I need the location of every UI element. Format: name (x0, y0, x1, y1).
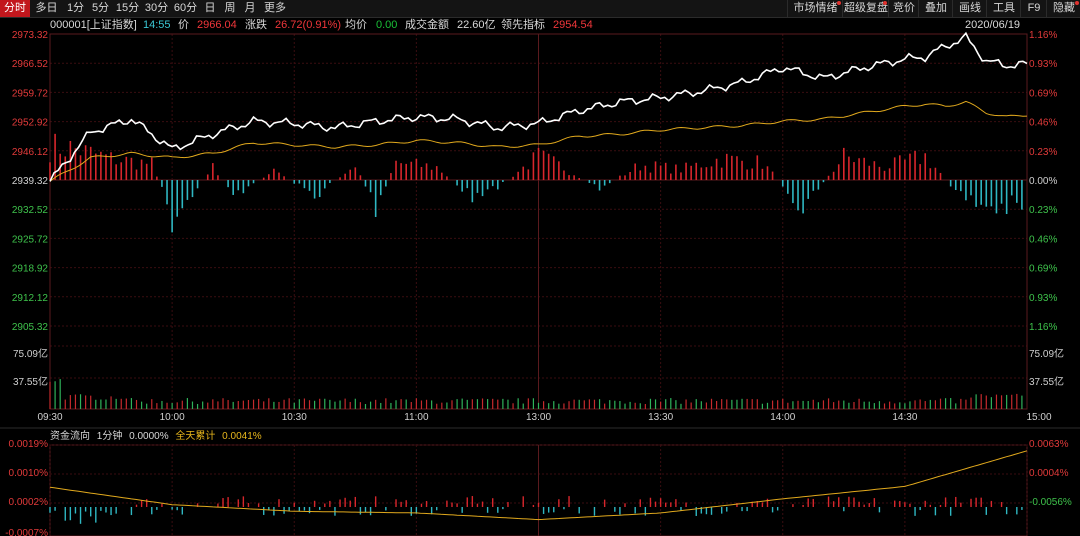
price-tick-down: 2918.92 (12, 264, 49, 275)
quote-time: 14:55 (143, 19, 171, 31)
quote-info-bar: 000001[上证指数] 14:55 价 2966.04 涨跌 26.72(0.… (0, 18, 1080, 33)
fund-flow-bar: 资金流向 1分钟 0.0000% 全天累计 0.0041% (50, 430, 266, 444)
tab-5[interactable]: 30分 (144, 2, 169, 14)
tab-3[interactable]: 5分 (91, 2, 110, 14)
tab-2[interactable]: 1分 (66, 2, 85, 14)
volume-tick: 37.55亿 (1029, 375, 1064, 388)
time-tick: 13:30 (648, 412, 673, 423)
price-tick-up: 2952.92 (12, 118, 49, 129)
tab-1[interactable]: 多日 (35, 2, 58, 14)
toolbar-button-4[interactable]: 画线 (952, 0, 987, 17)
price-tick-down: 2905.32 (12, 322, 49, 333)
tab-6[interactable]: 60分 (173, 2, 198, 14)
flow-tick-left: 0.0019% (9, 439, 49, 450)
price-value: 2966.04 (197, 19, 237, 31)
price-tick-center: 2939.32 (12, 176, 49, 187)
toolbar-button-0[interactable]: 市场情绪 (787, 0, 843, 17)
avg-label: 均价 (345, 19, 367, 31)
price-tick-up: 2966.52 (12, 59, 49, 70)
price-tick-down: 2925.72 (12, 234, 49, 245)
lead-value: 2954.54 (553, 19, 593, 31)
amount-value: 22.60亿 (457, 19, 496, 31)
tab-7[interactable]: 日 (204, 2, 216, 14)
time-tick: 10:30 (282, 412, 307, 423)
flow-tick-left: 0.0002% (9, 497, 49, 508)
pct-tick-down: 1.16% (1029, 322, 1057, 333)
volume-tick: 37.55亿 (13, 375, 48, 388)
flow-minute-value: 0.0000% (129, 431, 169, 442)
average-price-line (49, 100, 1028, 182)
tab-10[interactable]: 更多 (264, 2, 286, 14)
price-tick-up: 2946.12 (12, 147, 49, 158)
price-tick-down: 2912.12 (12, 293, 49, 304)
pct-tick-down: 0.93% (1029, 293, 1057, 304)
pct-tick-down: 0.69% (1029, 264, 1057, 275)
toolbar-button-3[interactable]: 叠加 (918, 0, 953, 17)
flow-cumulative-line (49, 450, 1028, 521)
period-toolbar: 分时 多日 1分 5分 15分 30分 60分日周月更多 市场情绪 超级复盘 竞价 叠加 画线 工具 F9… (0, 0, 1080, 18)
price-tick-up: 2973.32 (12, 30, 49, 41)
flow-tick-right: -0.0056% (1029, 497, 1072, 508)
toolbar-button-6[interactable]: F9 (1020, 0, 1047, 17)
time-tick: 15:00 (1026, 412, 1051, 423)
flow-tick-left: 0.0010% (9, 468, 49, 479)
amount-label: 成交金额 (405, 19, 449, 31)
lead-label: 领先指标 (501, 19, 545, 31)
flow-title: 资金流向 (50, 431, 90, 442)
tab-9[interactable]: 月 (244, 2, 256, 14)
change-value: 26.72(0.91%) (275, 19, 342, 31)
time-tick: 14:30 (892, 412, 917, 423)
tab-4[interactable]: 15分 (115, 2, 140, 14)
time-tick: 11:00 (404, 412, 429, 423)
pct-tick-up: 0.23% (1029, 147, 1057, 158)
pct-tick-up: 0.46% (1029, 118, 1057, 129)
tab-0[interactable]: 分时 (0, 0, 30, 17)
flow-total-value: 0.0041% (222, 431, 262, 442)
toolbar-button-7[interactable]: 隐藏 (1046, 0, 1080, 17)
pct-tick-up: 0.93% (1029, 59, 1057, 70)
toolbar-button-2[interactable]: 竞价 (888, 0, 919, 17)
pct-tick-center: 0.00% (1029, 176, 1057, 187)
time-tick: 14:00 (770, 412, 795, 423)
volume-tick: 75.09亿 (1029, 347, 1064, 360)
avg-value: 0.00 (376, 19, 398, 31)
flow-tick-right: 0.0004% (1029, 468, 1069, 479)
price-line (49, 31, 1028, 182)
toolbar-button-1[interactable]: 超级复盘 (842, 0, 889, 17)
price-tick-up: 2959.72 (12, 88, 49, 99)
volume-tick: 75.09亿 (13, 347, 48, 360)
pct-tick-down: 0.23% (1029, 205, 1057, 216)
flow-total-label: 全天累计 (175, 431, 216, 442)
time-tick: 09:30 (37, 412, 62, 423)
price-tick-down: 2932.52 (12, 205, 49, 216)
toolbar-button-5[interactable]: 工具 (986, 0, 1021, 17)
flow-interval: 1分钟 (96, 431, 123, 442)
time-tick: 13:00 (526, 412, 551, 423)
notice-dot (837, 1, 841, 5)
notice-dot (883, 1, 887, 5)
pct-tick-up: 1.16% (1029, 30, 1057, 41)
quote-date: 2020/06/19 (965, 19, 1021, 31)
pct-tick-down: 0.46% (1029, 234, 1057, 245)
time-tick: 10:00 (160, 412, 185, 423)
notice-dot (1075, 1, 1079, 5)
index-code: 000001[上证指数] (50, 19, 137, 31)
change-label: 涨跌 (245, 19, 267, 31)
tab-8[interactable]: 周 (224, 2, 236, 14)
flow-tick-left: -0.0007% (5, 528, 48, 536)
flow-tick-right: 0.0063% (1029, 439, 1069, 450)
price-label: 价 (178, 19, 189, 31)
pct-tick-up: 0.69% (1029, 88, 1057, 99)
